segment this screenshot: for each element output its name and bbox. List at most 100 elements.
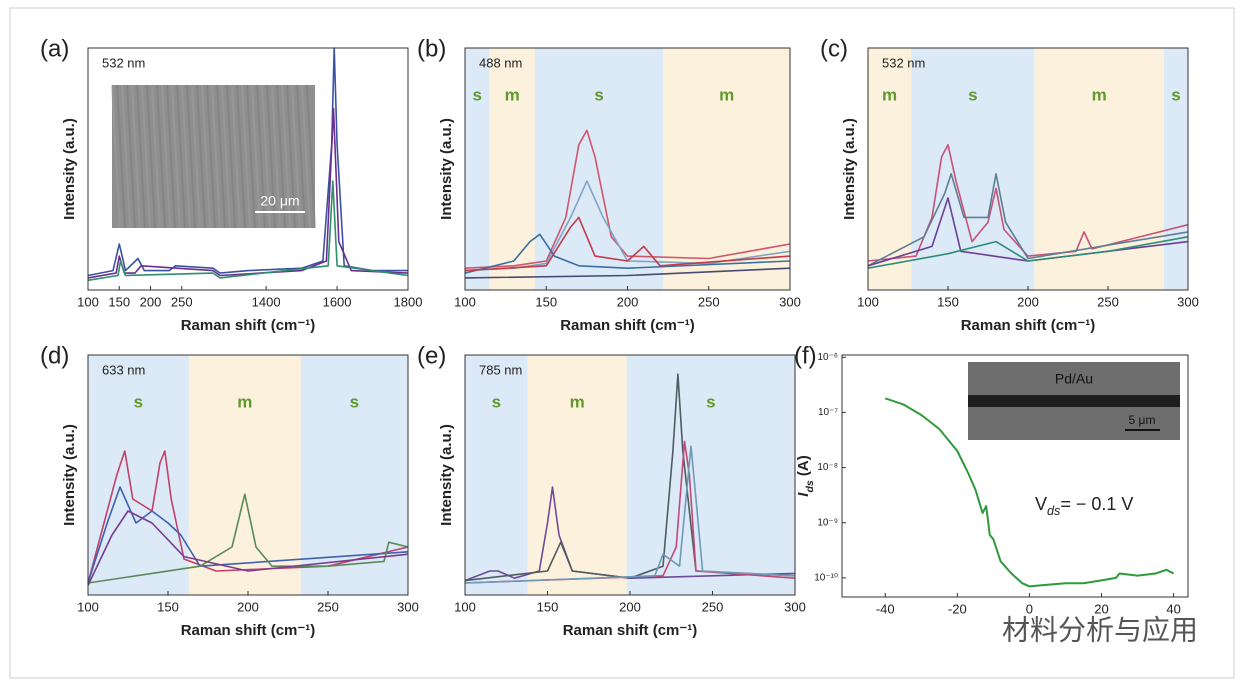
region-label: s — [706, 392, 715, 411]
region — [1034, 48, 1164, 290]
panel: s m s m 100 150 200 250 300 (b) 488 nm Raman shift … — [417, 35, 801, 334]
x-tick-label: 100 — [454, 599, 476, 614]
x-tick-label: 150 — [157, 599, 179, 614]
series-line — [867, 236, 1189, 269]
channel — [968, 395, 1180, 407]
panel: 20 μm 100 150 200 250 1400 1600 1800 (a) 532 nm Ra… — [40, 35, 422, 334]
y-axis-label: Intensity (a.u.) — [438, 118, 455, 220]
series-line — [884, 397, 1175, 588]
panel-label: (d) — [40, 342, 69, 369]
x-tick-label: -20 — [948, 601, 967, 616]
texture — [166, 84, 176, 229]
texture — [276, 84, 286, 229]
series-line — [867, 144, 1189, 262]
x-tick-label: 40 — [1166, 601, 1180, 616]
region-label: m — [505, 85, 520, 104]
x-tick-label: 150 — [937, 294, 959, 309]
x-tick-label: 150 — [537, 599, 559, 614]
panel: s m s 100 150 200 250 300 (d) 633 nm Raman shift (… — [40, 342, 419, 639]
y-axis-label: Intensity (a.u.) — [841, 118, 858, 220]
x-tick-label: 200 — [619, 599, 641, 614]
region-label: s — [134, 392, 143, 411]
x-tick-label: 250 — [317, 599, 339, 614]
y-axis-label: Intensity (a.u.) — [61, 424, 78, 526]
region-label: s — [472, 85, 481, 104]
series-line — [87, 107, 409, 279]
x-tick-label: 200 — [617, 294, 639, 309]
scale-text: 20 μm — [260, 193, 299, 209]
x-tick-label: 0 — [1026, 601, 1033, 616]
texture — [156, 84, 166, 229]
texture — [126, 84, 136, 229]
panel-label: (f) — [794, 342, 817, 369]
annotation: Vds= − 0.1 V — [1035, 494, 1133, 519]
region-label: s — [968, 85, 977, 104]
panel-label: (a) — [40, 35, 69, 62]
region — [911, 48, 1035, 290]
x-tick-label: 100 — [454, 294, 476, 309]
texture — [236, 84, 246, 229]
region — [663, 48, 790, 290]
texture — [271, 84, 281, 229]
texture — [241, 84, 251, 229]
series-line — [867, 173, 1189, 267]
texture — [161, 84, 171, 229]
texture — [201, 84, 211, 229]
x-tick-label: 20 — [1094, 601, 1108, 616]
watermark: 材料分析与应用 — [1002, 614, 1198, 645]
texture — [291, 84, 301, 229]
annotation: 532 nm — [882, 55, 925, 70]
text-part: ds — [804, 480, 816, 492]
panel: m s m s 100 150 200 250 300 (c) 532 nm Raman shift … — [820, 35, 1199, 334]
texture — [131, 84, 141, 229]
y-axis-label: Intensity (a.u.) — [61, 118, 78, 220]
x-tick-label: 300 — [779, 294, 801, 309]
x-tick-label: 300 — [397, 599, 419, 614]
series-line — [464, 216, 791, 272]
region-label: s — [492, 392, 501, 411]
x-tick-label: 100 — [77, 294, 99, 309]
texture — [281, 84, 291, 229]
series-line — [464, 440, 796, 584]
texture — [216, 84, 226, 229]
panel-label: (c) — [820, 35, 848, 62]
texture — [136, 84, 146, 229]
series-line — [464, 129, 791, 269]
panel: Pd/Au 5 μm -40 -20 0 20 40 10⁻⁶ 10⁻⁷ 10⁻⁸ 10⁻⁹ 10⁻¹… — [794, 342, 1189, 616]
region-label: s — [594, 85, 603, 104]
texture — [176, 84, 186, 229]
region — [88, 355, 189, 595]
series-line — [87, 47, 408, 277]
region-label: m — [237, 392, 252, 411]
x-tick-label: 200 — [237, 599, 259, 614]
texture — [211, 84, 221, 229]
y-tick-label: 10⁻⁶ — [817, 352, 838, 363]
y-tick-label: 10⁻⁸ — [817, 462, 838, 473]
x-tick-label: 250 — [698, 294, 720, 309]
y-axis-label: Ids (A) — [795, 455, 816, 496]
y-tick-label: 10⁻⁷ — [818, 407, 838, 418]
region — [465, 355, 528, 595]
texture — [256, 84, 266, 229]
x-tick-label: 1400 — [252, 294, 281, 309]
y-tick-label: 10⁻¹⁰ — [814, 573, 838, 584]
region-label: s — [350, 392, 359, 411]
texture — [226, 84, 236, 229]
text-part: (A) — [795, 455, 812, 480]
texture — [251, 84, 261, 229]
texture — [221, 84, 231, 229]
x-axis-label: Raman shift (cm⁻¹) — [961, 317, 1096, 334]
x-tick-label: 300 — [784, 599, 806, 614]
texture — [171, 84, 181, 229]
x-tick-label: 150 — [108, 294, 130, 309]
axes-frame — [841, 354, 1189, 598]
texture — [206, 84, 216, 229]
texture — [196, 84, 206, 229]
region — [465, 48, 490, 290]
texture — [306, 84, 316, 229]
texture — [146, 84, 156, 229]
texture — [121, 84, 131, 229]
text-part: V — [1035, 494, 1047, 514]
region — [1164, 48, 1188, 290]
x-tick-label: 250 — [702, 599, 724, 614]
